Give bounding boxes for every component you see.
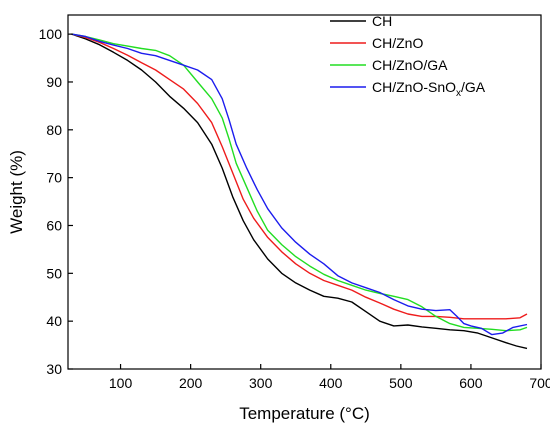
x-tick-label: 400 — [319, 375, 343, 391]
x-tick-label: 300 — [249, 375, 273, 391]
y-tick-label: 90 — [46, 74, 62, 90]
x-tick-label: 500 — [389, 375, 413, 391]
axes-group: 100 200 300 400 500 600 700 30 40 50 60 70 80 90 100 — [39, 26, 550, 391]
y-tick-label: 60 — [46, 217, 62, 233]
y-tick-label: 70 — [46, 170, 62, 186]
y-tick-label: 100 — [39, 26, 63, 42]
y-axis-title: Weight (%) — [7, 150, 26, 234]
y-tick-label: 80 — [46, 122, 62, 138]
legend-label-4: CH/ZnO-SnOx/GA — [372, 79, 486, 99]
series-line-2 — [71, 33, 528, 320]
series-line-4 — [71, 33, 528, 336]
series-line-1 — [71, 33, 528, 350]
plot-frame — [67, 14, 542, 370]
series-line-3 — [71, 33, 528, 332]
y-tick-label: 30 — [46, 361, 62, 377]
legend-label-1: CH — [372, 13, 392, 29]
x-tick-label: 200 — [179, 375, 203, 391]
x-tick-label: 100 — [109, 375, 133, 391]
y-tick-label: 50 — [46, 265, 62, 281]
legend: CH CH/ZnO CH/ZnO/GA CH/ZnO-SnOx/GA — [330, 13, 486, 99]
x-tick-label: 700 — [529, 375, 550, 391]
plot-lines-group — [71, 33, 528, 350]
legend-label-3: CH/ZnO/GA — [372, 57, 448, 73]
y-tick-label: 40 — [46, 313, 62, 329]
legend-label-2: CH/ZnO — [372, 35, 423, 51]
x-axis-title: Temperature (°C) — [239, 404, 370, 423]
x-tick-label: 600 — [459, 375, 483, 391]
